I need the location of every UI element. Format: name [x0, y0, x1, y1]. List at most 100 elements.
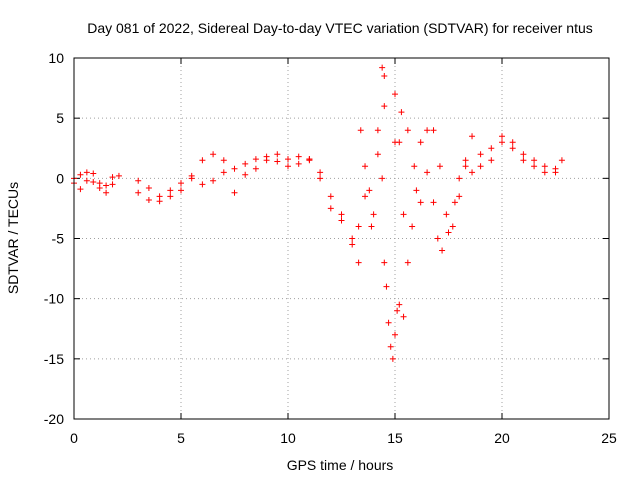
data-point — [509, 145, 516, 152]
data-point — [355, 259, 362, 266]
data-point — [469, 169, 476, 176]
data-point — [413, 187, 420, 194]
data-point — [456, 193, 463, 200]
data-point — [469, 133, 476, 140]
data-point — [417, 139, 424, 146]
data-point — [285, 163, 291, 170]
y-tick-label: -10 — [44, 291, 64, 307]
data-point — [115, 172, 122, 179]
data-point — [499, 133, 505, 140]
data-point — [135, 189, 142, 196]
data-point — [210, 177, 217, 184]
data-point — [103, 189, 110, 196]
data-point — [167, 193, 174, 200]
data-point — [439, 247, 446, 254]
data-point — [370, 211, 377, 218]
data-point — [178, 180, 184, 187]
data-point — [379, 64, 386, 71]
data-point — [77, 186, 84, 193]
data-point — [83, 177, 90, 184]
data-point — [145, 184, 152, 191]
data-point — [404, 127, 411, 134]
data-point — [242, 160, 249, 167]
data-point — [338, 217, 345, 224]
data-point — [274, 158, 281, 165]
data-point — [424, 127, 431, 134]
data-point — [449, 223, 456, 230]
y-tick-label: -20 — [44, 411, 64, 427]
data-point — [135, 177, 142, 184]
data-point — [477, 151, 484, 158]
data-point — [404, 259, 411, 266]
data-point — [499, 139, 505, 146]
data-point — [424, 169, 431, 176]
data-point — [430, 199, 437, 206]
data-point — [520, 157, 527, 164]
data-point — [381, 259, 388, 266]
data-point — [434, 235, 441, 242]
data-point — [445, 229, 452, 236]
data-point — [392, 139, 398, 146]
data-point — [231, 189, 238, 196]
data-point — [349, 241, 356, 248]
data-point — [394, 307, 401, 314]
data-point — [362, 163, 369, 170]
y-tick-label: -5 — [52, 231, 65, 247]
y-tick-label: 0 — [56, 170, 64, 186]
data-point — [178, 187, 184, 194]
y-tick-label: 10 — [48, 50, 64, 66]
data-point — [210, 151, 217, 158]
data-point — [295, 160, 302, 167]
data-point — [83, 169, 90, 176]
data-point — [368, 223, 375, 230]
data-point — [531, 157, 538, 164]
data-point — [552, 169, 559, 176]
x-tick-label: 5 — [177, 430, 185, 446]
x-tick-label: 20 — [494, 430, 510, 446]
data-point — [109, 181, 116, 188]
y-tick-label: -15 — [44, 351, 64, 367]
data-point — [409, 223, 416, 230]
data-point — [462, 163, 469, 170]
data-point — [77, 171, 84, 178]
data-point — [156, 193, 163, 200]
data-point — [103, 182, 110, 189]
data-point — [462, 157, 469, 164]
data-point — [317, 169, 324, 176]
data-point — [90, 178, 97, 185]
data-point — [355, 223, 362, 230]
data-point — [295, 153, 302, 160]
data-point — [396, 301, 403, 308]
plot-frame — [73, 57, 610, 420]
data-point — [109, 174, 116, 181]
x-tick-label: 15 — [387, 430, 403, 446]
data-point — [385, 319, 392, 326]
data-point — [456, 175, 463, 182]
data-point — [436, 163, 443, 170]
data-point — [389, 355, 396, 362]
data-point — [520, 151, 527, 158]
data-points — [71, 64, 565, 362]
data-point — [392, 91, 398, 98]
data-point — [357, 127, 364, 134]
data-point — [379, 175, 386, 182]
data-point — [338, 211, 345, 218]
data-point — [400, 211, 407, 218]
data-point — [362, 193, 369, 200]
data-point — [387, 343, 394, 350]
data-point — [488, 157, 495, 164]
tick-labels: 0 5 10 15 20 25 -20 -15 -10 -5 0 5 10 — [44, 50, 617, 446]
x-tick-label: 25 — [601, 430, 617, 446]
data-point — [199, 181, 206, 188]
data-point — [477, 163, 484, 170]
data-point — [252, 165, 259, 172]
data-point — [90, 170, 97, 177]
data-point — [96, 180, 103, 187]
x-tick-label: 10 — [280, 430, 296, 446]
y-tick-label: 5 — [56, 110, 64, 126]
data-point — [220, 169, 227, 176]
data-point — [400, 313, 407, 320]
y-axis-label: SDTVAR / TECUs — [5, 182, 21, 294]
data-point — [220, 157, 227, 164]
